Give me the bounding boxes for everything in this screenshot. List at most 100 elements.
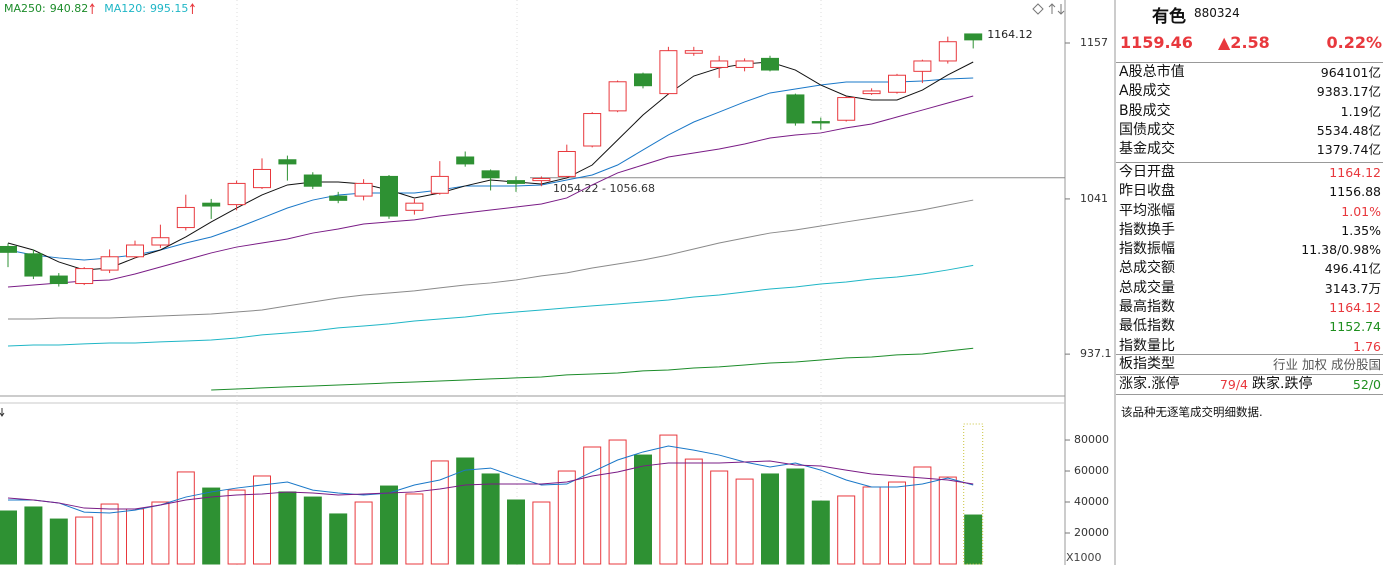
volume-bar xyxy=(380,485,398,565)
candle-body xyxy=(354,182,373,197)
index-name: 有色 xyxy=(1152,7,1186,27)
candle-body xyxy=(938,41,957,62)
candle-body xyxy=(735,60,754,68)
board-option[interactable]: 成份股国 xyxy=(1330,357,1381,372)
volume-bar xyxy=(532,501,551,565)
volume-bar xyxy=(329,513,348,565)
row: 最低指数 1152.74 xyxy=(1116,317,1383,336)
up-icon[interactable] xyxy=(1048,3,1056,14)
legend-label: MA250: xyxy=(4,2,46,15)
row-label: 指数量比 xyxy=(1119,337,1175,354)
row-label: 平均涨幅 xyxy=(1119,202,1175,219)
volume-bar xyxy=(710,470,729,565)
row-value: 496.41亿 xyxy=(1324,261,1381,277)
candle-body xyxy=(862,90,881,95)
candle-body xyxy=(761,57,779,71)
candle-body xyxy=(176,206,195,229)
candle-body xyxy=(684,50,703,54)
candle-body xyxy=(278,159,297,165)
row: B股成交 1.19亿 xyxy=(1116,102,1383,121)
volume-tick-label: 40000 xyxy=(1074,495,1109,508)
candle-body xyxy=(456,156,475,165)
down-icon[interactable] xyxy=(1057,4,1065,15)
volume-bar xyxy=(227,489,246,565)
row-value: 9383.17亿 xyxy=(1316,84,1381,100)
row-label: 今日开盘 xyxy=(1119,164,1175,180)
ma-line xyxy=(7,264,974,347)
volume-bar xyxy=(811,500,830,565)
candle-body xyxy=(913,60,932,72)
legend-value: 995.15 xyxy=(150,2,189,15)
volume-bar xyxy=(481,473,500,565)
ma-line xyxy=(7,77,974,261)
y-tick-label: 1157 xyxy=(1080,36,1108,49)
volume-bar xyxy=(583,446,602,565)
tool-icon[interactable] xyxy=(1032,3,1044,15)
candle-body xyxy=(557,150,576,177)
row-value: 11.38/0.98% xyxy=(1301,242,1381,258)
row: 国债成交 5534.48亿 xyxy=(1116,121,1383,140)
row-value: 964101亿 xyxy=(1320,65,1381,80)
row-value: 1.01% xyxy=(1341,203,1381,219)
row-label: A股成交 xyxy=(1119,83,1171,100)
volume-bar xyxy=(862,486,881,565)
row-value: 1.19亿 xyxy=(1340,103,1381,119)
volume-bar xyxy=(126,508,144,565)
volume-bar xyxy=(278,491,297,565)
row-value: 52/0 xyxy=(1352,377,1381,392)
row-label: B股成交 xyxy=(1119,102,1171,119)
volume-bar xyxy=(75,516,94,565)
row-value: 1.35% xyxy=(1341,222,1381,238)
volume-bar xyxy=(557,470,576,565)
candle-body xyxy=(329,195,348,201)
candle-body xyxy=(786,94,805,124)
note: 该品种无逐笔成交明细数据. xyxy=(1121,405,1263,419)
range-annotation: 1054.22 - 1056.68 xyxy=(553,182,655,195)
change-percent: 0.22% xyxy=(1326,33,1382,52)
row-value: 79/4 xyxy=(1219,377,1248,392)
volume-bar xyxy=(684,458,703,565)
row: 总成交额 496.41亿 xyxy=(1116,259,1383,278)
candle-body xyxy=(837,97,856,121)
row-label: 总成交量 xyxy=(1119,279,1175,296)
volume-bar xyxy=(964,514,983,565)
candle-body xyxy=(253,168,271,189)
ma-line xyxy=(7,95,974,288)
row-label: 指数换手 xyxy=(1119,221,1175,238)
volume-bar xyxy=(786,468,805,565)
pane-icon xyxy=(0,408,5,417)
volume-tick-label: 20000 xyxy=(1074,526,1109,539)
board-option[interactable]: 加权 xyxy=(1301,357,1327,372)
row-label: 总成交额 xyxy=(1119,260,1175,277)
quote-panel: 有色 880324 1159.46 ▲2.58 0.22% A股总市值 96410… xyxy=(1116,0,1383,565)
chart: X1000 937.1 1041 1157 20000 40000 60000 80000 1… xyxy=(0,0,1116,565)
volume-bar xyxy=(659,434,678,565)
row-label: 最低指数 xyxy=(1119,318,1175,335)
volume-ma-line xyxy=(7,460,974,510)
candle-body xyxy=(481,170,500,179)
legend-label: MA120: xyxy=(104,2,146,15)
trend-arrow xyxy=(190,3,195,14)
candle-body xyxy=(75,268,94,285)
candle-body xyxy=(659,50,678,95)
row: 今日开盘 1164.12 xyxy=(1116,163,1383,182)
index-code: 880324 xyxy=(1194,6,1240,20)
row-label: 板指类型 xyxy=(1119,356,1175,372)
volume-bar xyxy=(735,478,754,565)
row-label: 国债成交 xyxy=(1119,121,1175,138)
row: 最高指数 1164.12 xyxy=(1116,298,1383,317)
volume-bar xyxy=(837,495,856,565)
candle-body xyxy=(202,202,221,207)
candle-body xyxy=(608,81,627,112)
candle-body xyxy=(888,74,906,93)
volume-bar xyxy=(913,466,932,565)
volume-bar xyxy=(430,460,449,565)
index-table: 今日开盘 1164.12 昨日收盘 1156.88 平均涨幅 1.01% 指数换手 1.35%… xyxy=(1116,162,1383,356)
volume-bar xyxy=(938,476,957,565)
market-table: A股总市值 964101亿 A股成交 9383.17亿 B股成交 1.19亿国债成交 553… xyxy=(1116,62,1383,159)
row-value: 1379.74亿 xyxy=(1316,142,1381,158)
row-label: A股总市值 xyxy=(1119,64,1185,80)
board-option[interactable]: 行业 xyxy=(1272,357,1298,372)
row-label: 最高指数 xyxy=(1119,299,1175,316)
